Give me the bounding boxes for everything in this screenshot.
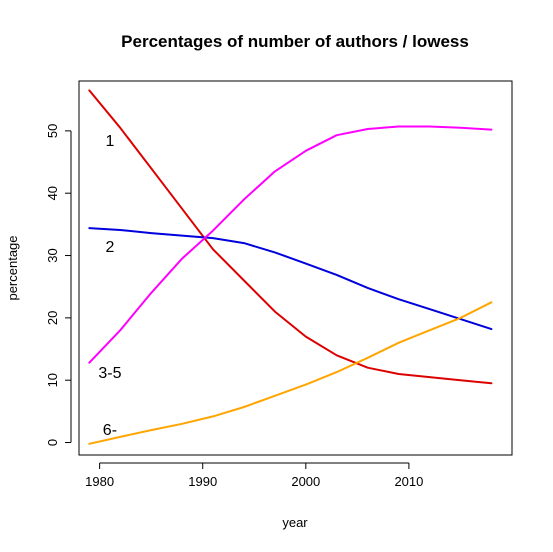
series-label-layer: 1 2 3-5 6-: [98, 133, 121, 439]
x-axis-label: year: [282, 515, 308, 530]
series-line-6-: [88, 301, 493, 445]
series-label: 2: [105, 239, 114, 256]
chart-title: Percentages of number of authors / lowes…: [121, 32, 469, 51]
y-tick-label: 30: [45, 248, 60, 262]
x-tick-label: 2000: [291, 474, 320, 489]
y-tick-label: 50: [45, 124, 60, 138]
series-label: 1: [105, 133, 114, 150]
x-tick-label: 2010: [394, 474, 423, 489]
y-tick-label: 20: [45, 311, 60, 325]
plot-area-frame: [78, 80, 513, 456]
series-label: 3-5: [98, 365, 121, 382]
y-tick-label: 0: [45, 439, 60, 446]
y-tick-label: 40: [45, 186, 60, 200]
x-tick-label: 1980: [85, 474, 114, 489]
y-axis-label: percentage: [5, 235, 20, 300]
series-line-3-5: [88, 125, 493, 364]
series-line-2: [88, 227, 493, 331]
series-label: 6-: [103, 422, 117, 439]
x-tick-label: 1990: [188, 474, 217, 489]
series-layer: [88, 89, 493, 445]
y-tick-label: 10: [45, 373, 60, 387]
x-axis: 1980 1990 2000 2010: [85, 462, 423, 489]
series-line-1: [88, 89, 493, 385]
y-axis: 0 10 20 30 40 50: [45, 124, 72, 446]
